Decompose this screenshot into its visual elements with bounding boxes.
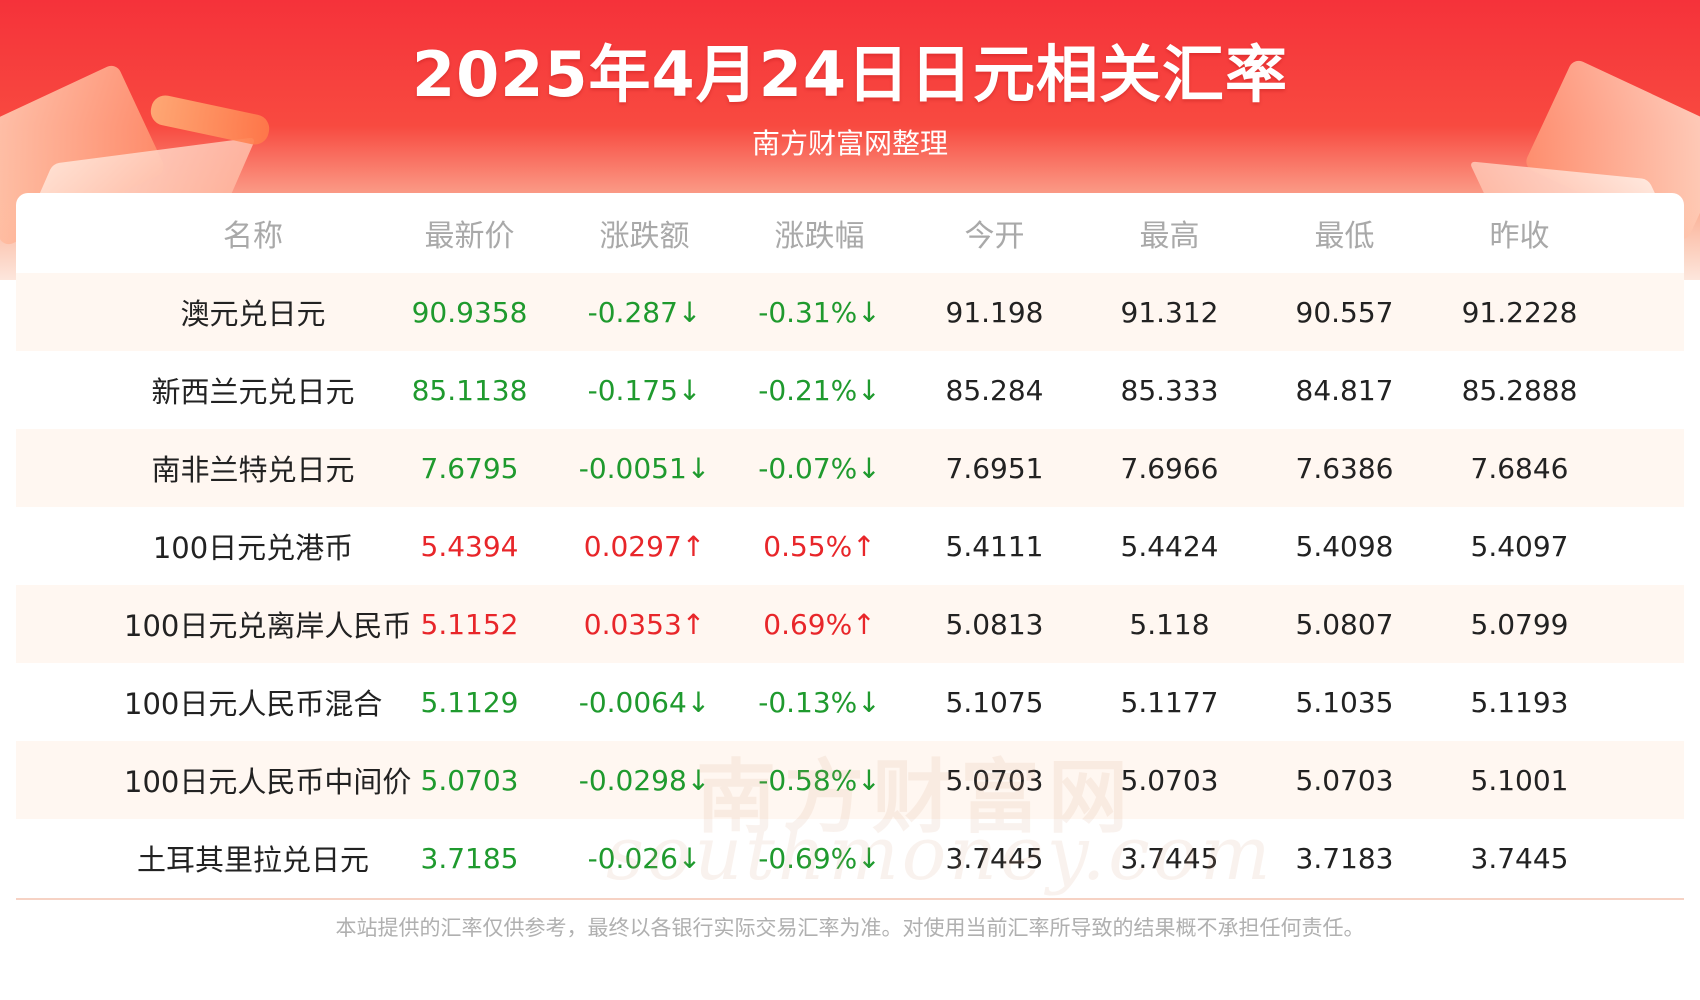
rate-high: 91.312 — [1120, 295, 1219, 329]
rate-low: 84.817 — [1295, 373, 1394, 407]
table-row: 土耳其里拉兑日元 3.7185 -0.026↓ -0.69%↓ 3.7445 3… — [16, 819, 1684, 897]
rate-latest: 5.4394 — [420, 529, 519, 563]
rate-low: 5.4098 — [1295, 529, 1394, 563]
rate-open: 3.7445 — [945, 841, 1044, 875]
rate-open: 5.4111 — [945, 529, 1044, 563]
rate-change-pct: -0.07%↓ — [758, 451, 881, 485]
rate-change-pct: -0.13%↓ — [758, 685, 881, 719]
rate-open: 5.0813 — [945, 607, 1044, 641]
rate-high: 85.333 — [1120, 373, 1219, 407]
rate-prev-close: 91.2228 — [1461, 295, 1578, 329]
rate-low: 7.6386 — [1295, 451, 1394, 485]
rate-high: 5.0703 — [1120, 763, 1219, 797]
rate-name: 100日元兑港币 — [152, 531, 354, 565]
rate-high: 7.6966 — [1120, 451, 1219, 485]
rate-prev-close: 7.6846 — [1470, 451, 1569, 485]
rate-low: 3.7183 — [1295, 841, 1394, 875]
column-header-prev-close: 昨收 — [1489, 219, 1550, 254]
page-title: 2025年4月24日日元相关汇率 — [412, 38, 1288, 111]
table-header-row: 名称 最新价 涨跌额 涨跌幅 今开 最高 最低 昨收 — [16, 193, 1684, 273]
rate-name: 南非兰特兑日元 — [151, 453, 355, 487]
page-subtitle: 南方财富网整理 — [751, 127, 948, 160]
rate-high: 5.118 — [1129, 607, 1210, 641]
rate-change: -0.026↓ — [587, 841, 702, 875]
rate-name: 100日元人民币混合 — [124, 687, 383, 721]
rate-high: 5.4424 — [1120, 529, 1219, 563]
rate-change: 0.0353↑ — [583, 607, 706, 641]
rate-change-pct: -0.69%↓ — [758, 841, 881, 875]
rate-latest: 85.1138 — [411, 373, 528, 407]
rate-latest: 5.0703 — [420, 763, 519, 797]
rate-low: 5.0807 — [1295, 607, 1394, 641]
rate-low: 90.557 — [1295, 295, 1394, 329]
exchange-rate-table: 名称 最新价 涨跌额 涨跌幅 今开 最高 最低 昨收 澳元兑日元 90.9358… — [16, 193, 1684, 900]
rate-open: 85.284 — [945, 373, 1044, 407]
rate-change: 0.0297↑ — [583, 529, 706, 563]
rate-change-pct: 0.69%↑ — [763, 607, 876, 641]
rate-latest: 90.9358 — [411, 295, 528, 329]
rate-change-pct: 0.55%↑ — [763, 529, 876, 563]
rate-name: 土耳其里拉兑日元 — [136, 843, 369, 877]
rate-latest: 3.7185 — [420, 841, 519, 875]
rate-latest: 7.6795 — [420, 451, 519, 485]
rate-name: 澳元兑日元 — [180, 297, 326, 331]
rate-change-pct: -0.31%↓ — [758, 295, 881, 329]
rate-name: 100日元人民币中间价 — [124, 765, 412, 799]
rate-change: -0.175↓ — [587, 373, 702, 407]
table-row: 100日元人民币中间价 5.0703 -0.0298↓ -0.58%↓ 5.07… — [16, 741, 1684, 819]
rate-prev-close: 3.7445 — [1470, 841, 1569, 875]
rate-change-pct: -0.21%↓ — [758, 373, 881, 407]
rate-open: 7.6951 — [945, 451, 1044, 485]
rate-change: -0.0051↓ — [578, 451, 711, 485]
column-header-latest: 最新价 — [424, 219, 515, 254]
table-row: 南非兰特兑日元 7.6795 -0.0051↓ -0.07%↓ 7.6951 7… — [16, 429, 1684, 507]
rate-open: 5.1075 — [945, 685, 1044, 719]
rate-high: 5.1177 — [1120, 685, 1219, 719]
table-row: 100日元人民币混合 5.1129 -0.0064↓ -0.13%↓ 5.107… — [16, 663, 1684, 741]
table-row: 澳元兑日元 90.9358 -0.287↓ -0.31%↓ 91.198 91.… — [16, 273, 1684, 351]
rate-prev-close: 5.4097 — [1470, 529, 1569, 563]
rate-name: 新西兰元兑日元 — [151, 375, 355, 409]
rate-change: -0.287↓ — [587, 295, 702, 329]
rate-change: -0.0298↓ — [578, 763, 711, 797]
rate-low: 5.0703 — [1295, 763, 1394, 797]
rate-prev-close: 5.1193 — [1470, 685, 1569, 719]
rate-low: 5.1035 — [1295, 685, 1394, 719]
rate-name: 100日元兑离岸人民币 — [124, 609, 412, 643]
column-header-change-pct: 涨跌幅 — [774, 219, 865, 254]
rate-high: 3.7445 — [1120, 841, 1219, 875]
column-header-high: 最高 — [1139, 219, 1200, 254]
rate-change-pct: -0.58%↓ — [758, 763, 881, 797]
disclaimer-text: 本站提供的汇率仅供参考，最终以各银行实际交易汇率为准。对使用当前汇率所导致的结果… — [335, 916, 1365, 940]
column-header-open: 今开 — [964, 219, 1025, 254]
rate-prev-close: 85.2888 — [1461, 373, 1578, 407]
column-header-name: 名称 — [223, 219, 283, 254]
rate-change: -0.0064↓ — [578, 685, 711, 719]
table-row: 100日元兑港币 5.4394 0.0297↑ 0.55%↑ 5.4111 5.… — [16, 507, 1684, 585]
table-row: 100日元兑离岸人民币 5.1152 0.0353↑ 0.69%↑ 5.0813… — [16, 585, 1684, 663]
rate-open: 91.198 — [945, 295, 1044, 329]
table-row: 新西兰元兑日元 85.1138 -0.175↓ -0.21%↓ 85.284 8… — [16, 351, 1684, 429]
rate-prev-close: 5.0799 — [1470, 607, 1569, 641]
column-header-low: 最低 — [1314, 219, 1375, 254]
rate-prev-close: 5.1001 — [1470, 763, 1569, 797]
rate-open: 5.0703 — [945, 763, 1044, 797]
rate-latest: 5.1129 — [420, 685, 519, 719]
column-header-change: 涨跌额 — [599, 219, 690, 254]
rate-latest: 5.1152 — [420, 607, 519, 641]
